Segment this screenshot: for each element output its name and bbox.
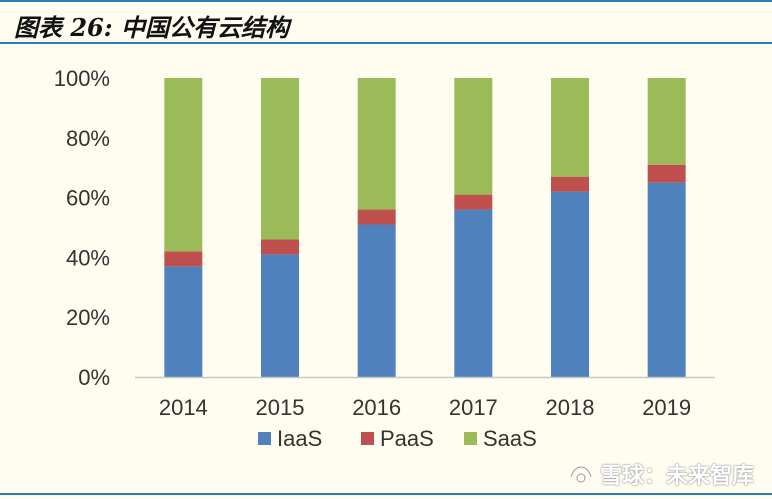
x-tick-label: 2019 <box>642 395 691 420</box>
bar-segment-paas-2019 <box>647 164 686 183</box>
watermark: 雪球：未来智库 <box>568 458 754 490</box>
y-tick-label: 40% <box>66 245 110 270</box>
legend-label-paas: PaaS <box>380 426 434 451</box>
legend-label-iaas: IaaS <box>277 426 322 451</box>
bottom-rule <box>0 493 772 495</box>
legend-swatch-paas <box>361 432 374 445</box>
stacked-bar-chart: 0% 20% 40% 60% 80% 100% 2014 2015 2016 2017 2018 20… <box>54 66 715 451</box>
bar-segment-paas-2018 <box>551 176 589 192</box>
y-tick-label: 0% <box>78 365 110 390</box>
bar-segment-paas-2016 <box>357 209 396 225</box>
bar-segment-iaas-2015 <box>261 254 299 377</box>
legend-label-saas: SaaS <box>483 426 537 451</box>
bar-segment-iaas-2019 <box>647 182 686 377</box>
bar-segment-paas-2017 <box>454 194 493 210</box>
y-tick-label: 20% <box>66 305 110 330</box>
bar-segment-iaas-2016 <box>357 224 396 377</box>
bar-segment-saas-2018 <box>551 78 589 177</box>
x-tick-label: 2016 <box>352 395 401 420</box>
y-tick-label: 80% <box>66 126 110 151</box>
x-tick-label: 2015 <box>256 395 305 420</box>
y-tick-label: 100% <box>54 66 110 91</box>
bar-segment-paas-2014 <box>164 251 203 267</box>
y-tick-label: 60% <box>66 186 110 211</box>
bar-segment-saas-2014 <box>164 78 203 252</box>
bar-segment-iaas-2017 <box>454 209 493 377</box>
watermark-text: 雪球：未来智库 <box>599 464 754 489</box>
title-bar: 图表 26: 中国公有云结构 <box>0 0 772 44</box>
x-tick-label: 2018 <box>546 395 595 420</box>
bar-segment-saas-2017 <box>454 78 493 195</box>
bar-segment-iaas-2018 <box>551 191 589 377</box>
bar-segment-saas-2019 <box>647 78 686 165</box>
bar-segment-saas-2015 <box>261 78 299 240</box>
snowball-logo-icon <box>569 465 593 483</box>
x-tick-label: 2017 <box>449 395 498 420</box>
chart-title: 图表 26: 中国公有云结构 <box>14 13 289 42</box>
bar-segment-iaas-2014 <box>164 266 203 377</box>
bar-segment-paas-2015 <box>261 239 299 255</box>
legend-swatch-iaas <box>258 432 271 445</box>
legend-swatch-saas <box>464 432 477 445</box>
bar-segment-saas-2016 <box>357 78 396 210</box>
x-tick-label: 2014 <box>159 395 208 420</box>
